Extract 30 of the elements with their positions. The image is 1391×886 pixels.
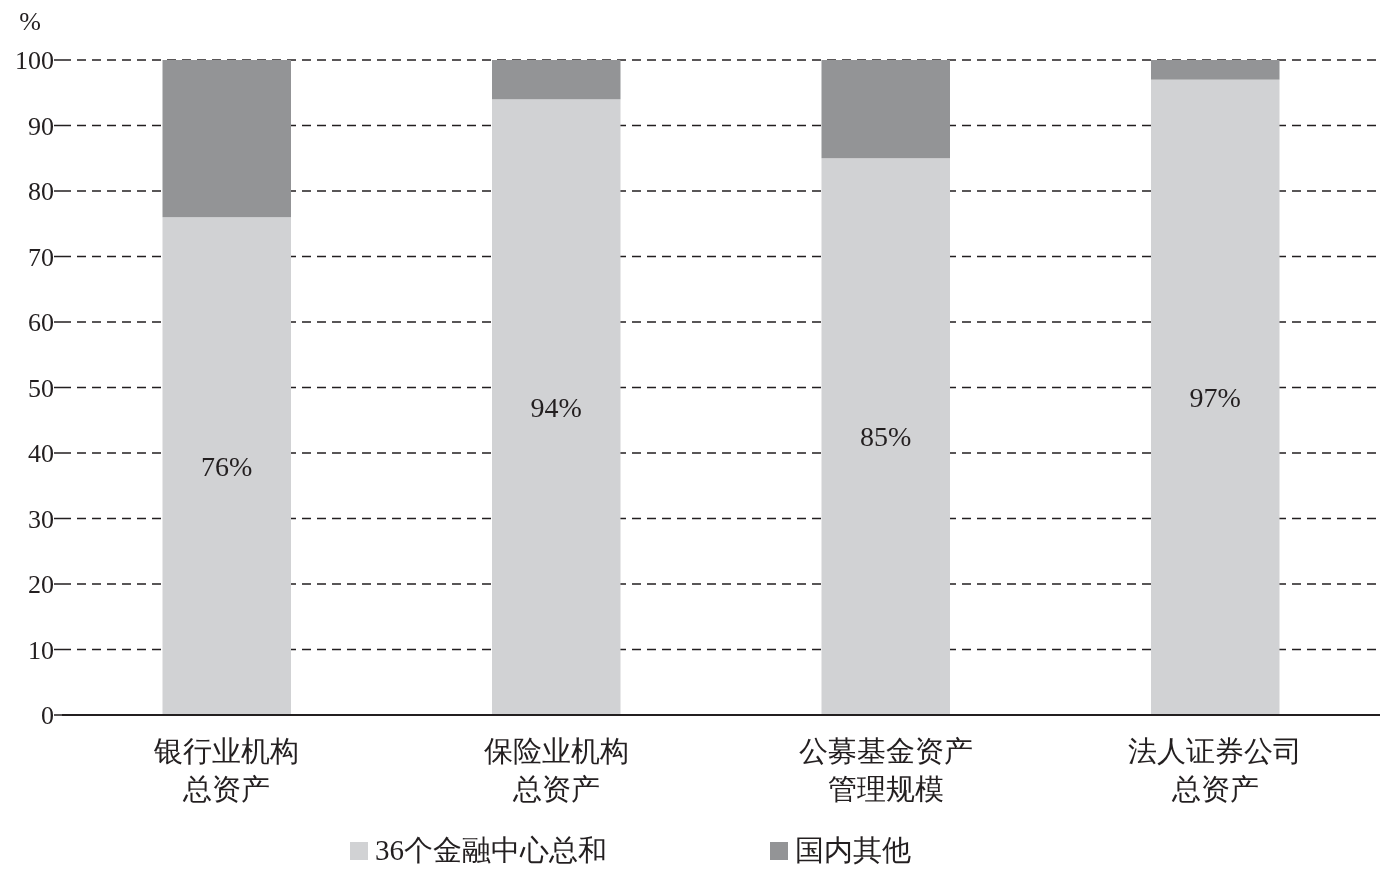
x-tick-label: 保险业机构总资产 [483, 735, 629, 805]
y-tick-label: 50 [28, 373, 54, 403]
bar [1151, 60, 1280, 80]
x-tick-label: 法人证券公司总资产 [1128, 735, 1303, 805]
y-tick-label: 20 [28, 570, 54, 600]
bar [821, 60, 950, 159]
y-tick-label: 80 [28, 177, 54, 207]
x-tick-label: 公募基金资产管理规模 [798, 735, 973, 805]
y-tick-label: 40 [28, 439, 54, 469]
data-label: 94% [530, 391, 582, 423]
data-label: 76% [201, 450, 253, 482]
bar [162, 60, 291, 218]
y-tick-label: 0 [41, 701, 54, 731]
legend-label: 国内其他 [795, 834, 911, 866]
bar [492, 99, 621, 715]
data-label: 97% [1189, 382, 1241, 414]
y-tick-label: 30 [28, 504, 54, 534]
data-label: 85% [860, 421, 912, 453]
y-tick-label: 100 [15, 46, 54, 76]
x-tick-label: 银行业机构总资产 [153, 735, 300, 805]
legend-label: 36个金融中心总和 [375, 834, 607, 866]
bar [162, 217, 291, 715]
bar [492, 60, 621, 100]
bar [821, 158, 950, 715]
y-tick-label: 70 [28, 242, 54, 272]
y-axis-title: % [19, 7, 41, 36]
bar [1151, 79, 1280, 715]
y-tick-label: 60 [28, 308, 54, 338]
y-tick-label: 10 [28, 635, 54, 665]
y-tick-label: 90 [28, 111, 54, 141]
